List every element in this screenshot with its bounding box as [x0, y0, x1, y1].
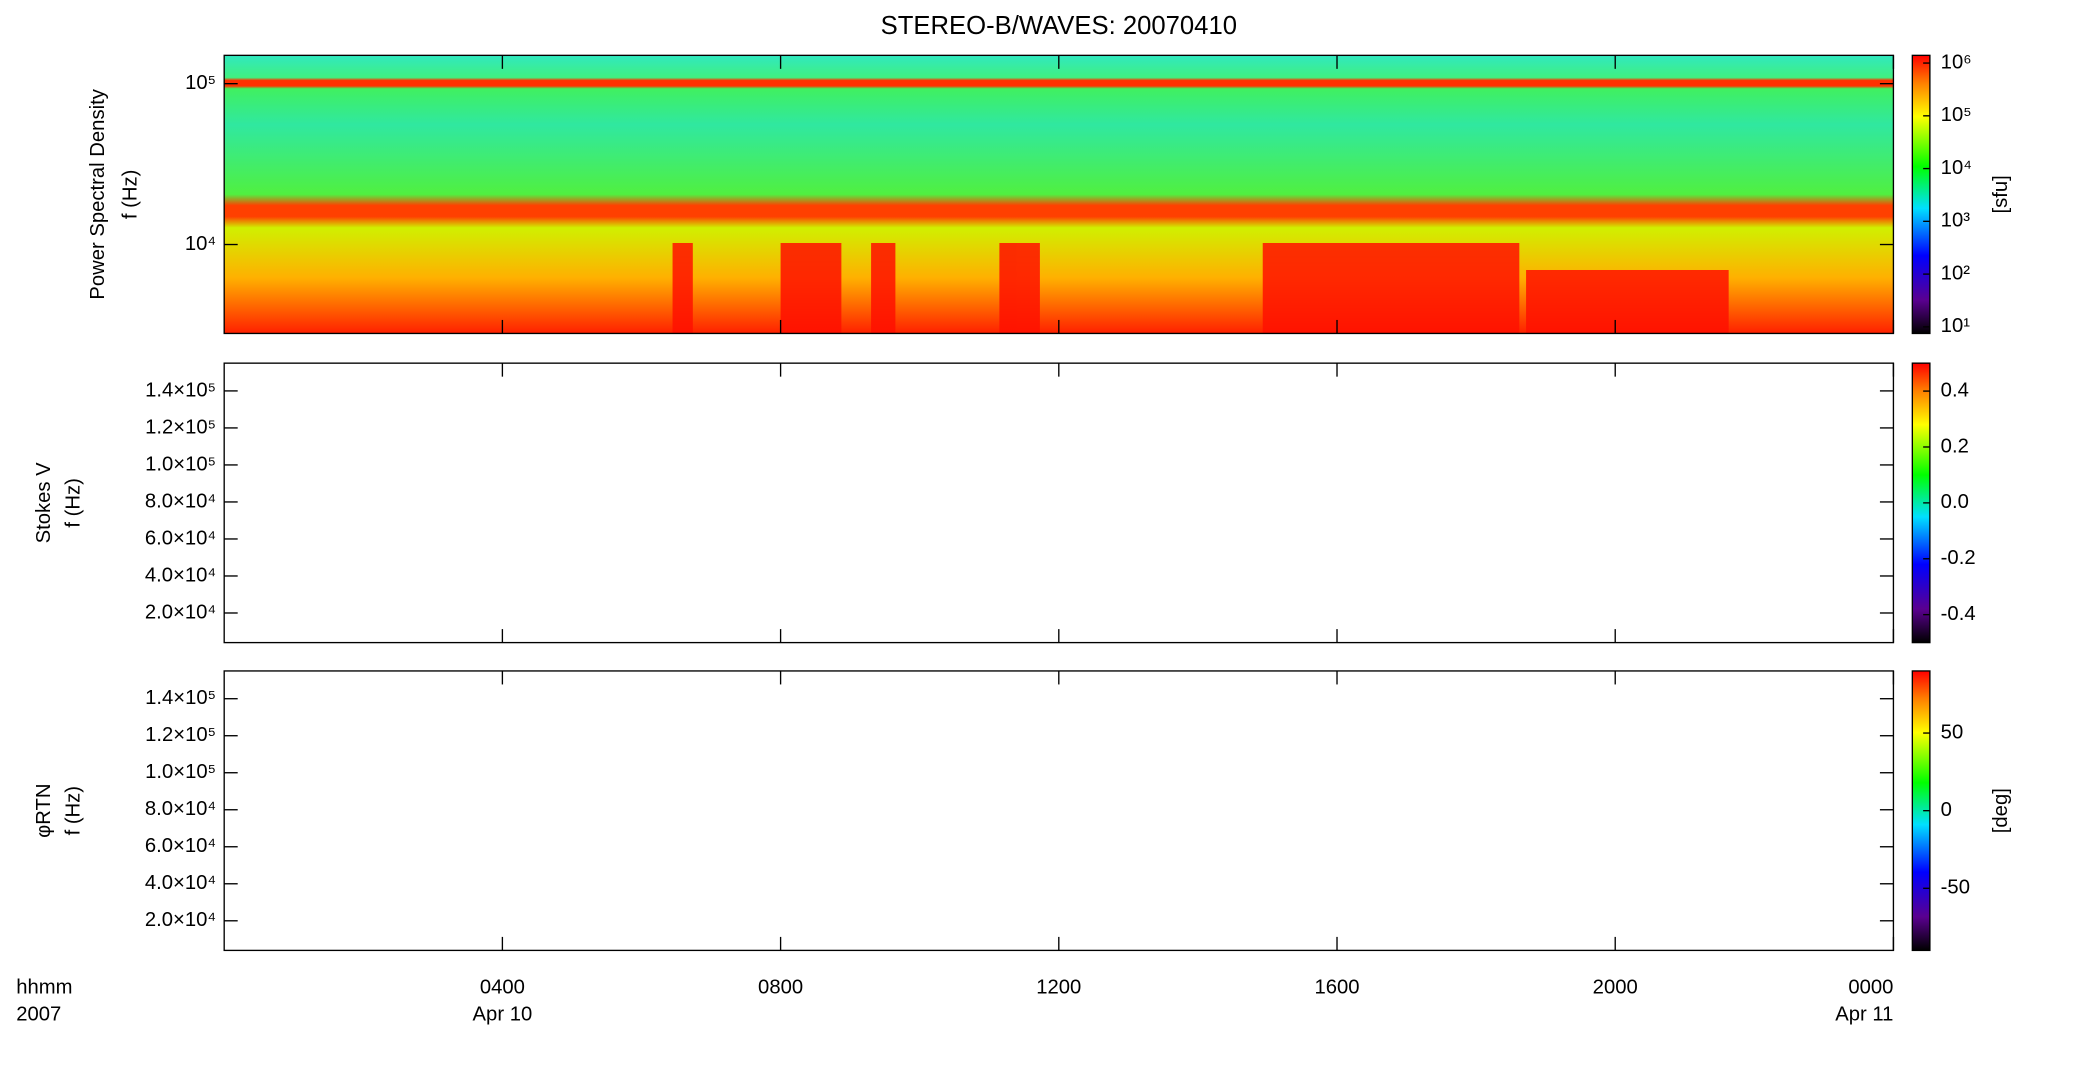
y-tick-label: 2.0×10⁴ [145, 909, 216, 931]
x-tick-label: 0000 [1848, 977, 1893, 999]
y-axis-label: f (Hz) [63, 786, 85, 835]
y-tick-label: 2.0×10⁴ [145, 601, 216, 623]
y-tick-label: 10⁵ [185, 72, 216, 94]
y-tick-label: 4.0×10⁴ [145, 564, 216, 586]
y-tick-label: 1.4×10⁵ [145, 687, 216, 709]
colorbar-tick-label: 10⁵ [1941, 104, 1972, 126]
colorbar-label: [sfu] [1990, 175, 2012, 213]
chart-title: STEREO-B/WAVES: 20070410 [881, 12, 1237, 40]
y-tick-label: 1.2×10⁵ [145, 724, 216, 746]
y-axis-label: Stokes V [33, 462, 55, 544]
colorbar-tick-label: 10³ [1941, 210, 1971, 232]
intense-emission [672, 243, 1729, 334]
y-tick-label: 6.0×10⁴ [145, 527, 216, 549]
colorbar [1911, 54, 1931, 335]
x-tick-label: 1600 [1314, 977, 1359, 999]
y-tick-label: 8.0×10⁴ [145, 798, 216, 820]
colorbar-tick-label: -0.4 [1941, 603, 1976, 625]
colorbar-tick-label: 10¹ [1941, 315, 1971, 337]
y-tick-label: 10⁴ [185, 233, 216, 255]
colorbar-tick-label: 10⁴ [1941, 157, 1972, 179]
colorbar-tick-label: -50 [1941, 877, 1970, 899]
colorbar-tick-label: 0.2 [1941, 435, 1969, 457]
x-axis-label: hhmm [16, 977, 72, 999]
colorbar-tick-label: 50 [1941, 721, 1964, 743]
colorbar-tick-label: -0.2 [1941, 547, 1976, 569]
colorbar-tick-label: 10⁶ [1941, 51, 1972, 73]
y-tick-label: 6.0×10⁴ [145, 835, 216, 857]
x-date-label: Apr 11 [1835, 1004, 1893, 1026]
y-axis-label: φRTN [33, 783, 55, 837]
y-axis-label: Power Spectral Density [87, 88, 109, 299]
y-tick-label: 8.0×10⁴ [145, 490, 216, 512]
x-axis-label2: 2007 [16, 1004, 61, 1026]
y-tick-label: 4.0×10⁴ [145, 872, 216, 894]
x-tick-label: 0400 [480, 977, 525, 999]
x-tick-label: 0800 [758, 977, 803, 999]
x-tick-label: 2000 [1593, 977, 1638, 999]
y-tick-label: 1.0×10⁵ [145, 453, 216, 475]
colorbar-tick-label: 0 [1941, 799, 1952, 821]
colorbar-tick-label: 10² [1941, 262, 1971, 284]
y-axis-label: f (Hz) [119, 170, 141, 219]
x-tick-label: 1200 [1036, 977, 1081, 999]
x-date-label: Apr 10 [473, 1004, 533, 1026]
colorbar-label: [deg] [1990, 788, 2012, 833]
y-tick-label: 1.4×10⁵ [145, 379, 216, 401]
y-axis-label: f (Hz) [63, 478, 85, 527]
y-tick-label: 1.0×10⁵ [145, 761, 216, 783]
colorbar-tick-label: 0.4 [1941, 379, 1969, 401]
y-tick-label: 1.2×10⁵ [145, 416, 216, 438]
colorbar-tick-label: 0.0 [1941, 491, 1969, 513]
